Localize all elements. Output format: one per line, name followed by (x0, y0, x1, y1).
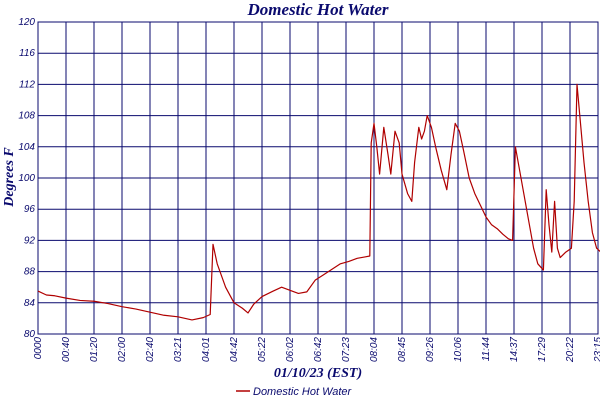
x-tick-label: 02:40 (145, 337, 156, 362)
y-tick-label: 88 (24, 267, 36, 278)
y-tick-label: 100 (18, 173, 35, 184)
y-tick-label: 104 (18, 142, 35, 153)
x-tick-label: 06:02 (285, 337, 296, 362)
x-tick-label: 03:21 (173, 337, 184, 362)
x-axis-label: 01/10/23 (EST) (274, 366, 362, 381)
x-tick-label: 04:01 (201, 337, 212, 362)
x-tick-label: 04:42 (229, 337, 240, 362)
chart-title: Domestic Hot Water (246, 0, 388, 19)
series-layer (37, 83, 600, 321)
x-tick-label: 10:06 (453, 337, 464, 362)
y-tick-label: 108 (18, 111, 35, 122)
x-tick-label: 17:29 (537, 337, 548, 362)
x-tick-label: 14:37 (509, 337, 520, 362)
x-tick-label: 20:22 (565, 337, 576, 363)
x-tick-label: 00:40 (61, 337, 72, 362)
x-tick-label: 0000 (33, 337, 44, 360)
legend: Domestic Hot Water (236, 386, 353, 398)
y-axis-ticks: 80 84 88 92 96 100 104 108 112 116 120 (18, 17, 35, 340)
x-tick-label: 11:44 (481, 337, 492, 362)
y-tick-label: 92 (24, 235, 36, 246)
x-tick-label: 09:26 (425, 337, 436, 362)
y-tick-label: 120 (18, 17, 35, 28)
x-tick-label: 01:20 (89, 337, 100, 362)
legend-label: Domestic Hot Water (253, 386, 353, 398)
x-tick-label: 23:15 (593, 337, 600, 363)
y-tick-label: 112 (19, 79, 35, 90)
y-tick-label: 116 (19, 48, 35, 59)
y-tick-label: 96 (24, 204, 36, 215)
x-tick-label: 06:42 (313, 337, 324, 362)
x-tick-label: 02:00 (117, 337, 128, 362)
x-tick-label: 05:22 (257, 337, 268, 362)
y-axis-label: Degrees F (2, 147, 17, 208)
x-tick-label: 07:23 (341, 337, 352, 362)
y-tick-label: 80 (24, 329, 36, 340)
grid (37, 21, 599, 335)
series-line-domestic-hot-water (37, 83, 600, 321)
y-tick-label: 84 (24, 298, 36, 309)
x-tick-label: 08:45 (397, 337, 408, 362)
x-tick-label: 08:04 (369, 337, 380, 362)
x-axis-ticks: 0000 00:40 01:20 02:00 02:40 03:21 04:01 04:42 0… (33, 337, 600, 363)
